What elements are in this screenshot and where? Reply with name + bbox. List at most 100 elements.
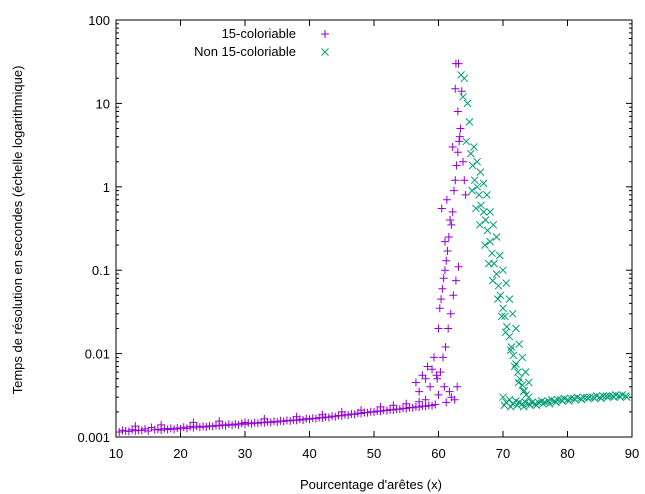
data-point <box>468 186 476 195</box>
data-point <box>476 168 485 176</box>
data-point <box>456 124 465 133</box>
data-point <box>564 397 573 405</box>
data-point <box>292 412 301 421</box>
data-point <box>124 427 133 436</box>
legend: 15-coloriable Non 15-coloriable <box>194 26 329 59</box>
data-point <box>434 324 443 333</box>
y-tick-labels: 0.001 0.01 0.1 1 10 100 <box>77 13 110 445</box>
data-point <box>418 371 427 380</box>
data-point <box>157 420 166 429</box>
data-point <box>402 399 411 408</box>
data-point <box>442 398 451 407</box>
data-point <box>506 346 515 355</box>
x-tick-label: 40 <box>302 446 316 461</box>
axis-ticks <box>115 19 633 438</box>
data-point <box>440 266 449 275</box>
data-point <box>488 249 496 258</box>
data-point <box>492 270 501 278</box>
data-point <box>539 399 547 408</box>
data-point <box>508 309 517 318</box>
data-point <box>545 399 554 408</box>
data-point <box>363 408 372 417</box>
data-point <box>453 148 462 157</box>
data-point <box>452 161 461 170</box>
data-point <box>205 421 214 430</box>
data-point <box>389 401 398 410</box>
y-tick-label: 0.001 <box>77 430 110 445</box>
x-tick-label: 70 <box>496 446 510 461</box>
data-point <box>455 132 464 141</box>
data-point <box>311 414 320 423</box>
data-point <box>597 394 605 403</box>
data-point <box>260 414 269 423</box>
data-point <box>571 395 580 404</box>
data-point <box>434 390 443 399</box>
data-point <box>344 411 353 420</box>
data-point <box>423 362 432 371</box>
data-point <box>247 419 256 428</box>
data-point <box>440 382 449 391</box>
data-point <box>215 417 224 426</box>
data-point <box>610 393 618 402</box>
data-point <box>182 424 191 433</box>
data-point <box>463 99 472 108</box>
data-point <box>436 368 445 377</box>
legend-label-series-2: Non 15-coloriable <box>194 44 296 59</box>
data-point <box>515 340 523 348</box>
data-point <box>470 143 478 151</box>
data-point <box>577 395 586 404</box>
legend-marker-series-1 <box>321 30 329 38</box>
data-point <box>472 204 480 213</box>
data-point <box>460 176 469 185</box>
data-point <box>411 378 420 387</box>
data-point <box>331 412 340 421</box>
y-tick-label: 100 <box>88 13 110 28</box>
data-point <box>433 374 442 383</box>
data-point <box>370 408 378 417</box>
data-point <box>584 394 592 403</box>
data-point <box>186 422 195 431</box>
y-axis-title: Temps de résolution en secondes (échelle… <box>10 66 25 395</box>
data-point <box>429 353 438 362</box>
data-point <box>470 176 479 185</box>
data-point <box>512 324 520 333</box>
data-point <box>444 324 453 333</box>
data-point <box>512 360 520 368</box>
x-tick-label: 80 <box>560 446 574 461</box>
data-point <box>510 362 519 371</box>
data-point <box>499 304 507 313</box>
legend-label-series-1: 15-coloriable <box>222 26 296 41</box>
data-point <box>552 398 560 407</box>
data-point <box>502 279 511 287</box>
data-point <box>131 422 140 431</box>
data-point <box>459 157 468 166</box>
data-point <box>448 143 457 152</box>
series-2 <box>457 70 631 411</box>
data-point <box>444 233 453 242</box>
x-tick-labels: 10 20 30 40 50 60 70 80 90 <box>109 446 639 461</box>
data-point <box>446 309 455 318</box>
data-point <box>501 328 510 337</box>
data-point <box>231 420 240 429</box>
data-point <box>431 400 440 409</box>
y-tick-label: 0.1 <box>92 263 110 278</box>
data-point <box>415 387 424 396</box>
data-point <box>141 424 150 433</box>
data-point <box>484 259 493 268</box>
data-point <box>451 276 460 285</box>
data-point <box>486 208 494 216</box>
data-point <box>622 393 631 402</box>
data-point <box>440 237 449 246</box>
x-tick-label: 90 <box>625 446 639 461</box>
data-point <box>473 157 482 166</box>
data-point <box>115 427 124 436</box>
data-point <box>479 179 488 188</box>
data-point <box>376 402 385 411</box>
data-point <box>506 402 515 411</box>
data-point <box>437 204 446 213</box>
data-point <box>189 418 198 427</box>
data-point <box>499 393 507 402</box>
data-point <box>616 393 625 402</box>
data-point <box>500 401 509 410</box>
